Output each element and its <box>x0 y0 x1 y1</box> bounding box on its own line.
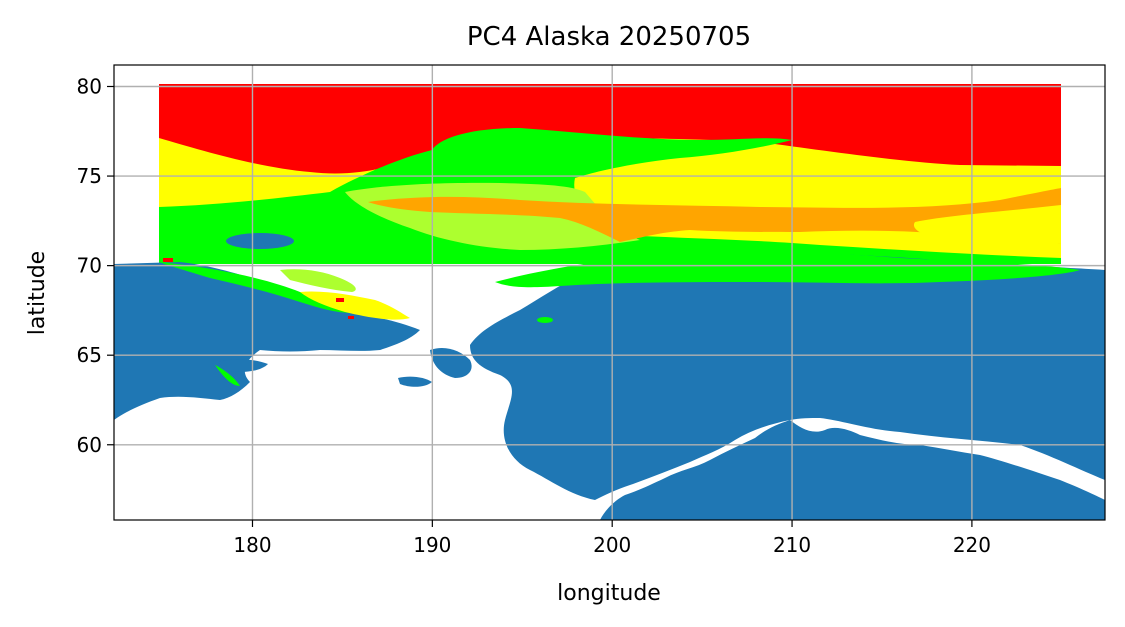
coastal-ice-yellow-chukotka <box>300 291 410 320</box>
ice-speck-red-1 <box>336 298 344 302</box>
y-tick-label: 60 <box>77 433 102 457</box>
y-tick-label: 80 <box>77 74 102 98</box>
ice-speck-red-3 <box>163 258 173 262</box>
x-tick-label: 220 <box>953 533 991 557</box>
coastal-ice-alaska-north <box>495 251 1080 288</box>
ice-class-layer <box>159 84 1061 264</box>
ice-region-orange <box>368 188 1061 244</box>
land-nunivak <box>398 376 432 387</box>
land-layer <box>114 252 1105 520</box>
coastal-ice-chukotka <box>159 262 360 313</box>
y-tick-label: 75 <box>77 164 102 188</box>
ice-speck-red-2 <box>348 316 354 319</box>
grid-lines <box>114 65 1105 520</box>
map-plot-area <box>114 65 1105 520</box>
x-tick-label: 200 <box>593 533 631 557</box>
land-chukotka <box>114 262 420 420</box>
coastal-ice-lightgreen <box>280 269 356 292</box>
y-axis-label: latitude <box>25 251 50 335</box>
lake-patch <box>226 233 294 249</box>
chart-title: PC4 Alaska 20250705 <box>467 22 751 52</box>
x-tick-label: 190 <box>413 533 451 557</box>
land-alaska <box>470 252 1105 520</box>
y-tick-label: 65 <box>77 343 102 367</box>
coastal-ice-stlawrence <box>215 365 240 386</box>
land-st-lawrence-island <box>218 359 268 372</box>
coastal-ice-layer <box>159 251 1080 386</box>
x-axis-ticks: 180 190 200 210 220 <box>233 520 991 557</box>
ice-speck-green <box>537 317 553 323</box>
x-tick-label: 180 <box>233 533 271 557</box>
land-seward-peninsula <box>430 348 472 378</box>
axes-frame <box>113 64 1106 521</box>
y-axis-ticks: 60 65 70 75 80 <box>77 74 114 457</box>
x-axis-label: longitude <box>557 581 661 606</box>
y-tick-label: 70 <box>77 254 102 278</box>
ice-region-green <box>159 128 1061 264</box>
ice-region-yellow-pocket <box>913 205 1061 244</box>
x-tick-label: 210 <box>773 533 811 557</box>
